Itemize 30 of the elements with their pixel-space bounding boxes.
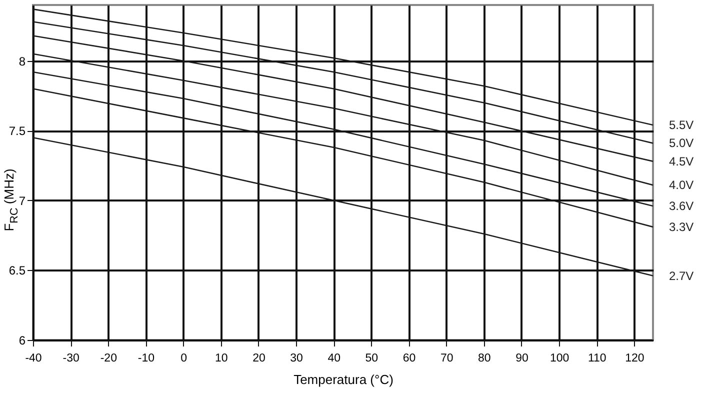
series-label: 3.3V bbox=[669, 220, 694, 234]
x-tick-label: 80 bbox=[478, 352, 491, 364]
y-tick-label: 8 bbox=[18, 54, 26, 68]
x-tick-label: 20 bbox=[252, 352, 266, 364]
x-tick-label: 120 bbox=[625, 352, 644, 364]
y-tick-label: 6 bbox=[18, 334, 26, 348]
series-label: 4.0V bbox=[669, 178, 694, 192]
x-tick-label: 70 bbox=[440, 352, 454, 364]
x-tick-label: 90 bbox=[516, 352, 528, 364]
series-label: 2.7V bbox=[669, 268, 694, 283]
x-tick-label: -10 bbox=[138, 352, 155, 364]
y-tick-label: 6.5 bbox=[8, 264, 26, 278]
series-label: 4.5V bbox=[669, 154, 694, 168]
x-tick-label: 110 bbox=[588, 352, 606, 364]
x-tick-label: -30 bbox=[62, 352, 80, 364]
y-tick-label: 7 bbox=[18, 194, 26, 208]
x-axis-title: Temperatura (°C) bbox=[294, 372, 394, 387]
x-tick-label: 100 bbox=[550, 352, 570, 364]
x-tick-label: -20 bbox=[100, 352, 117, 364]
x-tick-label: -40 bbox=[25, 352, 42, 364]
x-tick-label: 40 bbox=[328, 352, 341, 364]
y-tick-label: 7.5 bbox=[8, 124, 26, 138]
x-tick-label: 60 bbox=[402, 352, 416, 364]
x-tick-label: 50 bbox=[365, 352, 378, 364]
series-label: 3.6V bbox=[669, 199, 694, 213]
x-tick-label: 0 bbox=[180, 352, 188, 364]
series-label: 5.0V bbox=[669, 136, 694, 150]
series-label: 5.5V bbox=[669, 118, 694, 132]
x-tick-label: 10 bbox=[214, 352, 228, 364]
x-tick-label: 30 bbox=[290, 352, 303, 364]
